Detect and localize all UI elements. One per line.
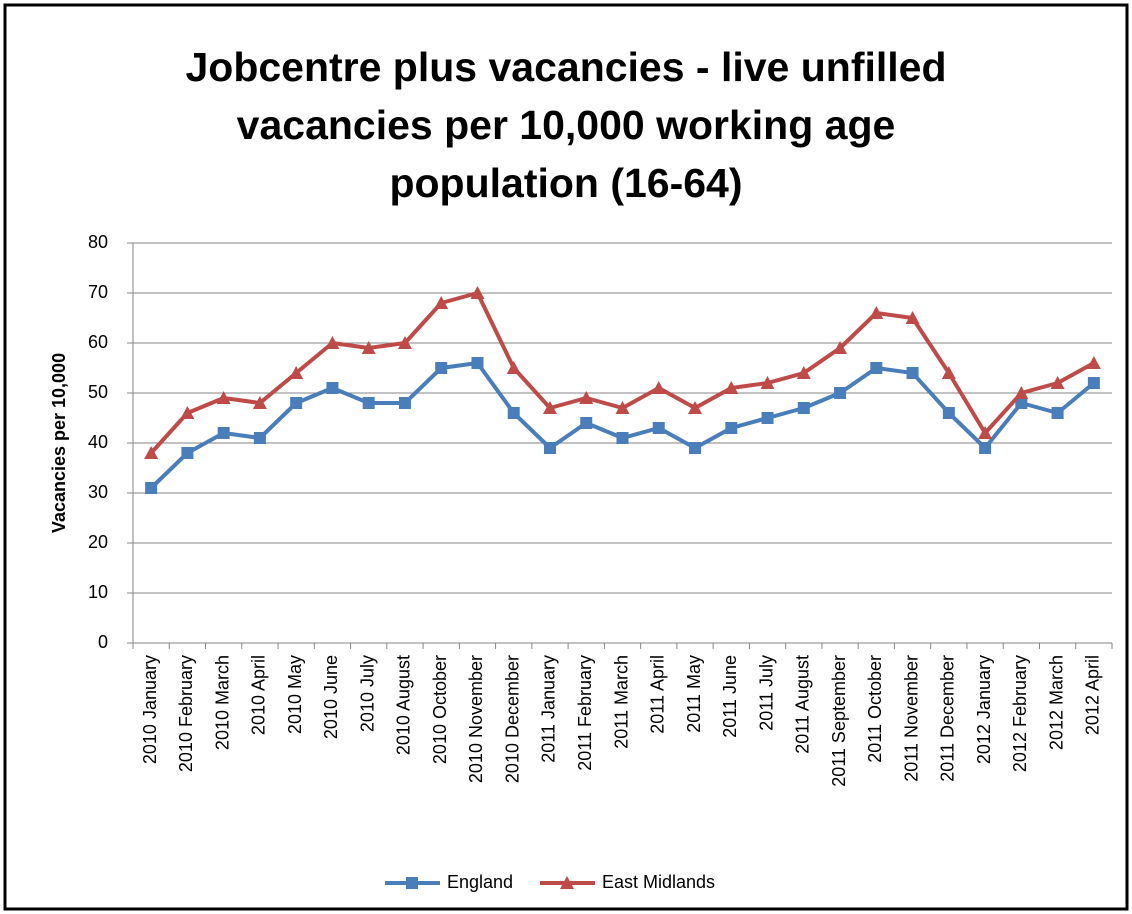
marker: [1086, 356, 1101, 369]
marker: [942, 407, 955, 419]
marker: [905, 311, 920, 324]
x-tick-label: 2011 September: [829, 655, 849, 787]
x-tick-label: 2012 March: [1046, 655, 1066, 750]
chart-title: Jobcentre plus vacancies - live unfilled…: [185, 44, 947, 206]
marker: [616, 432, 629, 444]
marker: [1050, 376, 1065, 389]
marker: [761, 412, 774, 424]
y-tick-label: 60: [88, 332, 108, 352]
x-tick-label: 2010 March: [212, 655, 232, 750]
marker: [326, 382, 339, 394]
x-tick-label: 2012 April: [1083, 655, 1103, 735]
x-tick-label: 2011 November: [901, 655, 921, 782]
marker: [833, 341, 848, 354]
x-tick-label: 2010 June: [321, 655, 341, 739]
x-tick-label: 2010 August: [394, 655, 414, 755]
marker: [470, 286, 485, 299]
marker: [507, 407, 520, 419]
marker: [1015, 397, 1028, 409]
marker: [506, 361, 521, 374]
marker: [361, 341, 376, 354]
x-tick-label: 2010 December: [502, 655, 522, 783]
legend-label: England: [447, 872, 513, 892]
y-tick-label: 70: [88, 282, 108, 302]
marker: [1051, 407, 1064, 419]
marker: [725, 422, 738, 434]
marker: [906, 367, 919, 379]
x-tick-label: 2010 May: [285, 655, 305, 734]
x-tick-label: 2011 January: [539, 655, 559, 763]
x-tick-label: 2011 May: [684, 655, 704, 733]
marker: [362, 397, 375, 409]
x-tick-label: 2011 December: [938, 655, 958, 782]
marker: [979, 442, 992, 454]
marker: [580, 417, 593, 429]
marker: [652, 422, 665, 434]
marker: [651, 381, 666, 394]
x-tick-label: 2012 February: [1010, 655, 1030, 772]
x-tick-label: 2011 February: [575, 655, 595, 771]
y-tick-label: 40: [88, 432, 108, 452]
x-tick-label: 2010 January: [140, 655, 160, 764]
marker: [217, 427, 230, 439]
marker: [145, 482, 158, 494]
marker: [543, 442, 556, 454]
marker: [689, 442, 702, 454]
marker: [216, 391, 231, 404]
x-tick-label: 2010 October: [430, 655, 450, 764]
marker: [252, 396, 267, 409]
marker: [542, 401, 557, 414]
marker: [941, 366, 956, 379]
marker: [435, 362, 448, 374]
marker: [560, 876, 574, 889]
marker: [870, 362, 883, 374]
marker: [325, 336, 340, 349]
x-tick-label: 2010 November: [466, 655, 486, 783]
y-tick-label: 10: [88, 582, 108, 602]
x-tick-label: 2011 June: [720, 655, 740, 738]
x-tick-label: 2011 April: [648, 655, 668, 734]
marker: [615, 401, 630, 414]
marker: [688, 401, 703, 414]
y-tick-label: 20: [88, 532, 108, 552]
y-tick-label: 80: [88, 232, 108, 252]
marker: [797, 402, 810, 414]
x-tick-label: 2010 February: [176, 655, 196, 772]
marker: [180, 406, 195, 419]
marker: [796, 366, 811, 379]
marker: [398, 397, 411, 409]
marker: [434, 296, 449, 309]
marker: [1087, 377, 1100, 389]
marker: [579, 391, 594, 404]
x-tick-label: 2011 July: [756, 655, 776, 731]
marker: [144, 446, 159, 459]
y-tick-label: 0: [98, 632, 108, 652]
marker: [289, 366, 304, 379]
x-tick-label: 2010 July: [357, 655, 377, 732]
marker: [978, 426, 993, 439]
marker: [253, 432, 266, 444]
marker: [869, 306, 884, 319]
marker: [181, 447, 194, 459]
x-tick-label: 2012 January: [974, 655, 994, 764]
marker: [760, 376, 775, 389]
marker: [471, 357, 484, 369]
y-tick-label: 30: [88, 482, 108, 502]
x-tick-label: 2011 August: [793, 655, 813, 754]
x-tick-label: 2010 April: [249, 655, 269, 735]
marker: [1014, 386, 1029, 399]
marker: [724, 381, 739, 394]
y-tick-label: 50: [88, 382, 108, 402]
x-tick-label: 2011 March: [611, 655, 631, 749]
legend-label: East Midlands: [602, 872, 715, 892]
marker: [397, 336, 412, 349]
y-axis-label: Vacancies per 10,000: [49, 353, 69, 533]
marker: [406, 877, 418, 889]
marker: [290, 397, 303, 409]
x-tick-label: 2011 October: [865, 655, 885, 763]
marker: [834, 387, 847, 399]
